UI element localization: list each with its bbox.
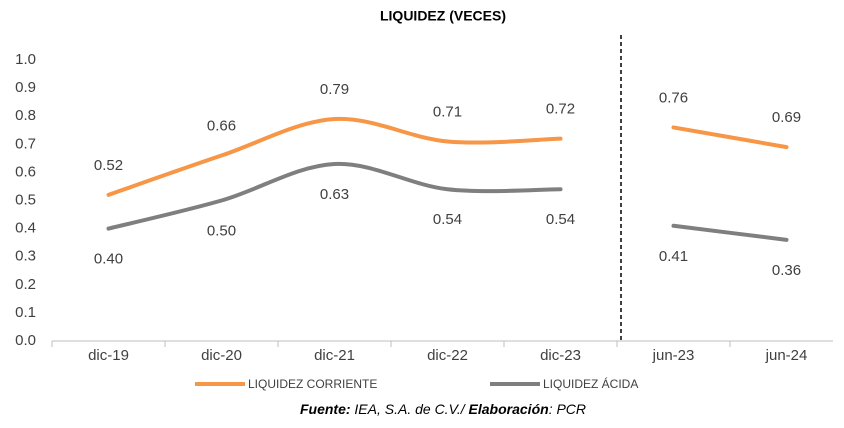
line	[671, 125, 789, 150]
y-tick-label: 0.6	[15, 163, 36, 180]
y-tick-label: 0.9	[15, 79, 36, 96]
y-tick-label: 0.1	[15, 304, 36, 321]
x-tick-label: dic-21	[314, 347, 355, 364]
x-tick-label: dic-20	[201, 347, 242, 364]
line	[106, 116, 563, 197]
source-label: Elaboración	[469, 401, 549, 417]
data-label: 0.40	[94, 251, 123, 268]
data-label: 0.52	[94, 157, 123, 174]
y-tick-label: 1.0	[15, 51, 36, 68]
y-tick-label: 0.5	[15, 191, 36, 208]
y-tick-label: 0.4	[15, 220, 36, 237]
data-label: 0.63	[320, 186, 349, 203]
y-tick-label: 0.3	[15, 248, 36, 265]
source-text: : PCR	[549, 401, 586, 417]
x-tick-label: jun-23	[652, 347, 695, 364]
y-tick-label: 0.8	[15, 107, 36, 124]
data-label: 0.72	[546, 101, 575, 118]
line	[106, 161, 563, 231]
source-label: Fuente:	[300, 401, 351, 417]
source-text: IEA, S.A. de C.V./	[354, 401, 466, 417]
y-tick-label: 0.7	[15, 135, 36, 152]
source: Fuente: IEA, S.A. de C.V./ Elaboración: …	[300, 401, 586, 417]
legend-label: LIQUIDEZ ÁCIDA	[543, 376, 638, 391]
x-tick-label: dic-19	[88, 347, 129, 364]
x-tick-label: jun-24	[765, 347, 808, 364]
y-tick-label: 0.2	[15, 276, 36, 293]
y-tick-label: 0.0	[15, 332, 36, 349]
x-tick-label: dic-23	[540, 347, 581, 364]
data-label: 0.76	[659, 89, 688, 106]
chart-title: LIQUIDEZ (VECES)	[380, 8, 506, 24]
x-tick-label: dic-22	[427, 347, 468, 364]
data-label: 0.54	[546, 211, 575, 228]
data-label: 0.50	[207, 222, 236, 239]
data-label: 0.41	[659, 248, 688, 265]
line	[671, 223, 789, 242]
data-label: 0.36	[772, 262, 801, 279]
data-label: 0.69	[772, 109, 801, 126]
data-label: 0.71	[433, 103, 462, 120]
legend-label: LIQUIDEZ CORRIENTE	[248, 377, 377, 391]
data-label: 0.54	[433, 211, 462, 228]
data-label: 0.66	[207, 118, 236, 135]
data-label: 0.79	[320, 81, 349, 98]
